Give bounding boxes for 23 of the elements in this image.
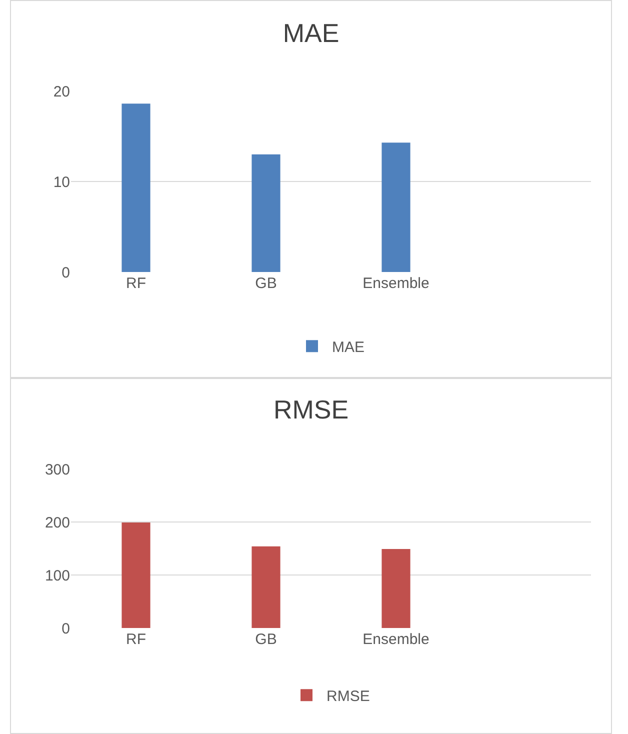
legend-label: RMSE [326,688,370,705]
x-tick-label: RF [126,275,146,292]
bar [382,142,410,272]
x-tick-label: Ensemble [362,275,430,292]
x-tick-label: GB [255,275,277,292]
y-tick-label: 10 [53,174,70,191]
bar [122,104,150,272]
x-tick-label: Ensemble [362,631,430,648]
bar [382,549,410,628]
y-tick-label: 100 [44,567,70,584]
bar [252,154,280,272]
y-tick-label: 300 [44,461,70,478]
chart-title: MAE [282,18,340,48]
bar [252,546,280,628]
y-tick-label: 200 [44,514,70,532]
x-tick-label: GB [255,631,277,648]
x-tick-label: RF [126,631,146,648]
legend-label: MAE [332,339,365,356]
y-tick-label: 20 [53,83,70,100]
bar [122,522,150,628]
chart-title: RMSE [273,394,349,424]
y-tick-label: 0 [62,620,70,638]
y-tick-label: 0 [62,264,70,282]
